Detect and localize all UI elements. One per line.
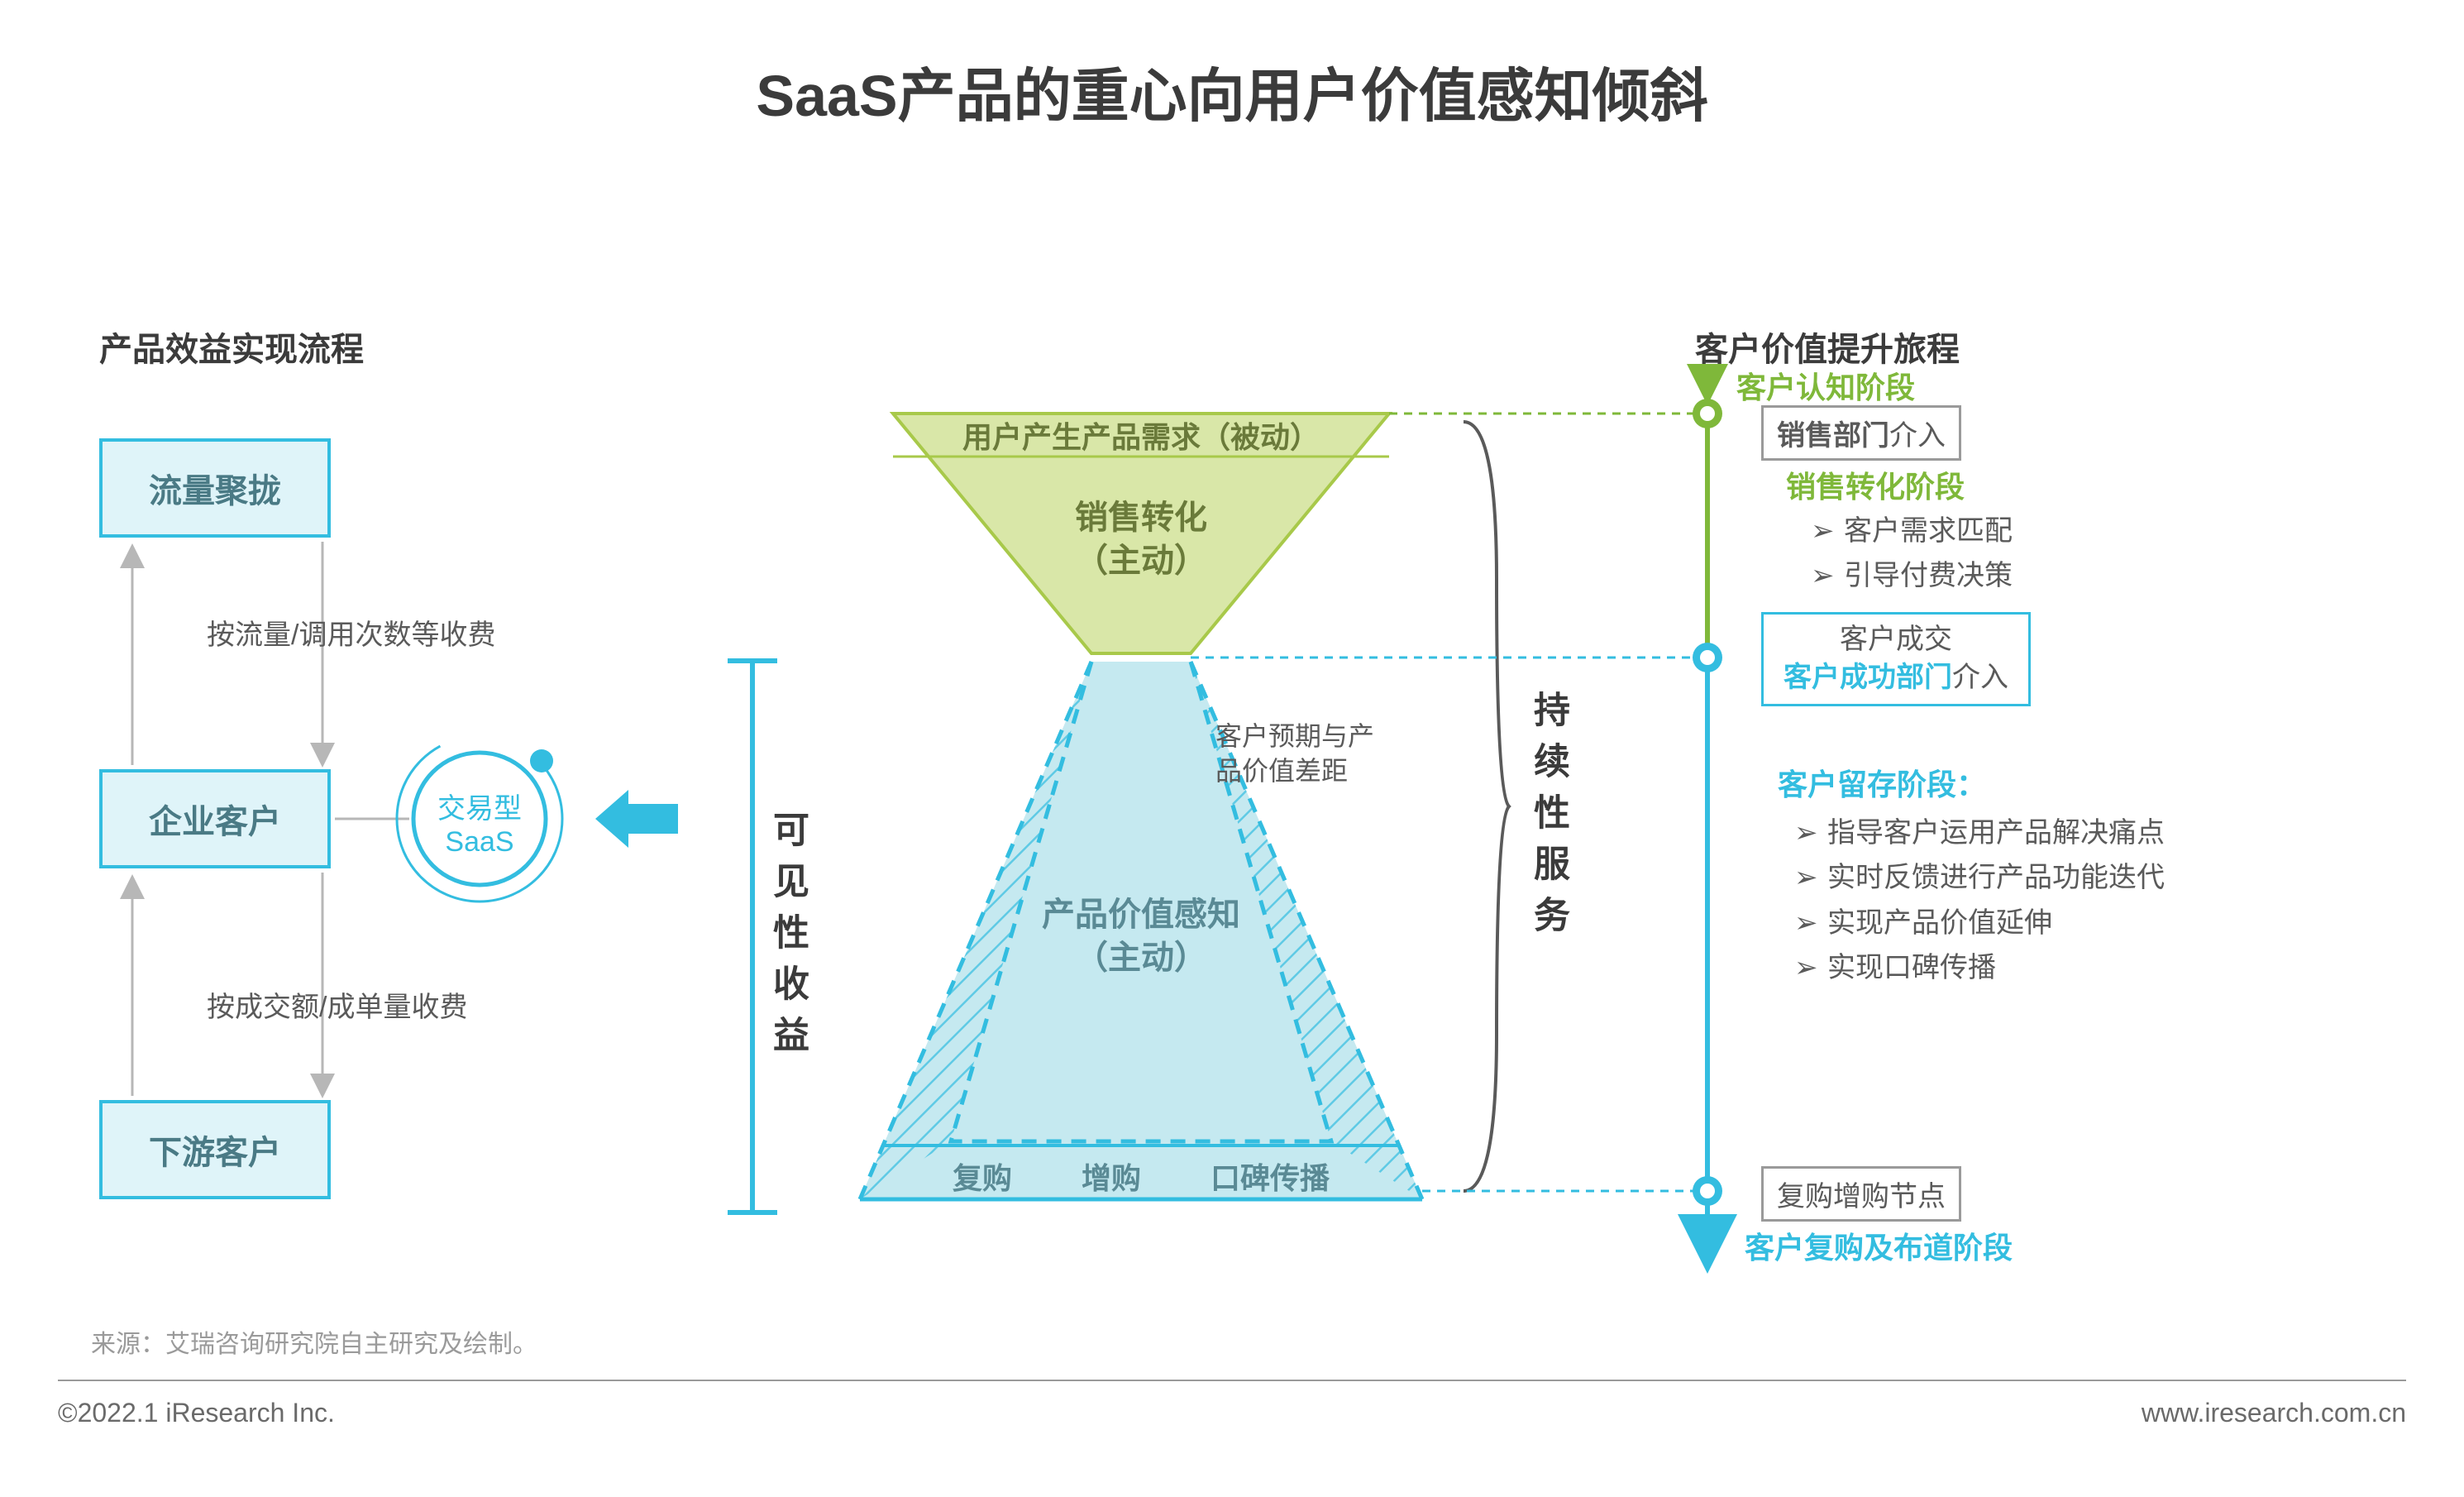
left-heading: 产品效益实现流程 bbox=[99, 323, 364, 371]
stage4-tag: 复购增购节点 bbox=[1761, 1166, 1961, 1222]
saas-circle-label: 交易型 SaaS bbox=[413, 786, 546, 859]
source-text: 来源：艾瑞咨询研究院自主研究及绘制。 bbox=[91, 1323, 537, 1360]
arrow-label-bottom: 按成交额/成单量收费 bbox=[207, 984, 467, 1025]
footer-divider bbox=[58, 1380, 2406, 1381]
stage1-tag-bold: 销售部门 bbox=[1777, 420, 1889, 452]
stage1-tag-tail: 介入 bbox=[1889, 420, 1946, 452]
stage1-tag: 销售部门介入 bbox=[1761, 405, 1961, 461]
url-text: www.iresearch.com.cn bbox=[2142, 1398, 2406, 1428]
stage3-tag: 客户成交 客户成功部门介入 bbox=[1761, 612, 2031, 706]
stage4-title: 客户复购及布道阶段 bbox=[1745, 1224, 2013, 1267]
stage3-bullet-3: 实现口碑传播 bbox=[1794, 945, 2165, 990]
stage3-bullet-0: 指导客户运用产品解决痛点 bbox=[1794, 811, 2165, 855]
big-arrow-icon bbox=[595, 786, 678, 852]
stage3-bullet-2: 实现产品价值延伸 bbox=[1794, 901, 2165, 945]
right-timeline-svg bbox=[843, 364, 1753, 1274]
stage1-title: 客户认知阶段 bbox=[1736, 364, 1915, 407]
stage2-bullet-1: 引导付费决策 bbox=[1811, 553, 2013, 598]
stage3-bullet-1: 实时反馈进行产品功能迭代 bbox=[1794, 855, 2165, 900]
stage3-bullets: 指导客户运用产品解决痛点 实时反馈进行产品功能迭代 实现产品价值延伸 实现口碑传… bbox=[1794, 811, 2165, 991]
copyright-text: ©2022.1 iResearch Inc. bbox=[58, 1398, 335, 1428]
stage3-tag-highlight: 客户成功部门 bbox=[1784, 662, 1952, 693]
arrow-label-top: 按流量/调用次数等收费 bbox=[207, 612, 495, 653]
stage3-tag-line1: 客户成交 bbox=[1784, 621, 2008, 659]
stage2-bullets: 客户需求匹配 引导付费决策 bbox=[1811, 509, 2013, 599]
stage3-title: 客户留存阶段： bbox=[1778, 761, 1986, 804]
stage3-tag-tail: 介入 bbox=[1952, 662, 2008, 693]
visible-revenue-vtext: 可见性收益 bbox=[761, 782, 814, 1096]
stage2-bullet-0: 客户需求匹配 bbox=[1811, 509, 2013, 553]
main-title: SaaS产品的重心向用户价值感知倾斜 bbox=[0, 50, 2464, 133]
stage2-title: 销售转化阶段 bbox=[1786, 463, 1965, 506]
